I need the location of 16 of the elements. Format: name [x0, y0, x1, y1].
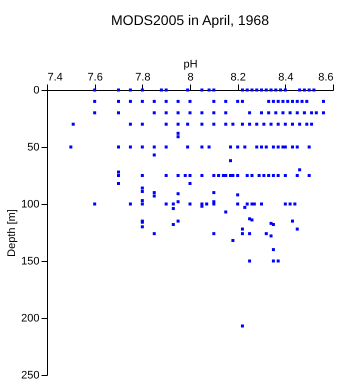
y-tick-label: 150: [21, 256, 40, 268]
y-tick-label: 200: [21, 312, 40, 324]
x-tick-label: 8.4: [278, 72, 294, 84]
x-axis-title: pH: [183, 58, 198, 70]
x-tick-label: 8: [187, 72, 194, 84]
y-axis-title: Depth [m]: [6, 209, 18, 257]
x-tick-label: 7.8: [135, 72, 150, 84]
y-tick-label: 250: [21, 370, 40, 382]
x-tick-label: 7.4: [48, 72, 63, 84]
y-tick-label: 100: [21, 198, 40, 210]
x-tick-label: 8.6: [318, 72, 334, 84]
y-tick-label: 50: [27, 142, 40, 154]
y-tick-label: 0: [33, 84, 40, 96]
x-tick-label: 8.2: [230, 72, 246, 84]
chart-title: MODS2005 in April, 1968: [111, 12, 270, 28]
x-tick-label: 7.6: [88, 72, 103, 84]
